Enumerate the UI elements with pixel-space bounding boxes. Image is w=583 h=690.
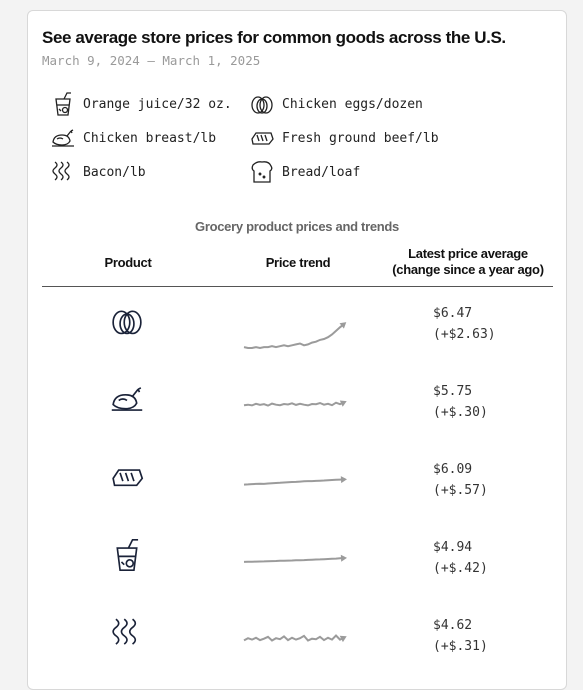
sparkline-bacon: [243, 634, 347, 643]
trend-arrow: [339, 400, 347, 407]
trend-line: [243, 323, 345, 350]
trend-line: [243, 634, 345, 642]
legend-label: Orange juice/32 oz.: [83, 96, 232, 112]
price-cell-eggs: $6.47 (+$2.63): [433, 303, 496, 345]
row-icon-eggs: [109, 303, 145, 339]
col-head-latest-line2: (change since a year ago): [392, 262, 544, 277]
sparkline-juice: [243, 554, 347, 563]
eggs-icon: [112, 310, 142, 335]
sparkline-beef: [243, 476, 347, 486]
bacon-icon: [52, 161, 70, 181]
legend: Orange juice/32 oz. Chicken eggs/dozen C…: [28, 11, 566, 211]
trend-line: [243, 401, 345, 407]
beef-icon: [251, 132, 274, 145]
bacon-icon: [112, 618, 137, 645]
legend-item-chicken: Chicken breast/lb: [50, 125, 216, 151]
eggs-icon: [251, 96, 273, 114]
price-latest: $4.94: [433, 540, 473, 555]
price-latest: $5.75: [433, 384, 473, 399]
price-change: (+$.31): [433, 639, 488, 654]
page-title: See average store prices for common good…: [42, 28, 506, 47]
date-range: March 9, 2024 – March 1, 2025: [42, 53, 261, 68]
price-latest: $4.62: [433, 618, 473, 633]
price-cell-bacon: $4.62 (+$.31): [433, 615, 488, 657]
header-rule: [42, 286, 553, 287]
legend-item-beef: Fresh ground beef/lb: [249, 125, 439, 151]
juice-icon: [116, 538, 139, 572]
sparkline-chicken: [243, 400, 347, 407]
col-head-trend: Price trend: [265, 255, 331, 270]
col-head-product: Product: [104, 255, 152, 270]
chicken-icon: [52, 129, 74, 147]
legend-item-juice: Orange juice/32 oz.: [50, 91, 232, 117]
legend-item-bacon: Bacon/lb: [50, 159, 146, 185]
price-cell-juice: $4.94 (+$.42): [433, 537, 488, 579]
price-change: (+$2.63): [433, 327, 496, 342]
legend-item-eggs: Chicken eggs/dozen: [249, 91, 423, 117]
trend-arrow: [340, 554, 347, 562]
legend-label: Chicken breast/lb: [83, 130, 217, 146]
col-head-latest: Latest price average (change since a yea…: [386, 246, 550, 278]
legend-item-bread: Bread/loaf: [249, 159, 360, 185]
row-icon-bacon: [109, 615, 145, 651]
price-change: (+$.42): [433, 561, 488, 576]
table-title: Grocery product prices and trends: [195, 219, 399, 234]
trend-arrow: [340, 476, 347, 484]
price-cell-beef: $6.09 (+$.57): [433, 459, 488, 501]
trend-line: [243, 557, 345, 563]
row-icon-juice: [109, 537, 145, 573]
legend-label: Fresh ground beef/lb: [282, 130, 439, 146]
legend-label: Chicken eggs/dozen: [282, 96, 423, 112]
bread-icon: [251, 161, 273, 183]
chart-card: See average store prices for common good…: [27, 10, 567, 690]
row-icon-chicken: [109, 381, 145, 417]
col-head-latest-line1: Latest price average: [408, 246, 528, 261]
price-latest: $6.09: [433, 462, 473, 477]
row-icon-beef: [109, 459, 145, 495]
trend-line: [243, 478, 345, 486]
price-change: (+$.57): [433, 483, 488, 498]
chicken-icon: [111, 387, 143, 411]
trend-arrow: [339, 322, 347, 329]
price-latest: $6.47: [433, 306, 473, 321]
sparkline-eggs: [243, 322, 347, 350]
trend-arrow: [339, 635, 347, 643]
price-change: (+$.30): [433, 405, 488, 420]
price-cell-chicken: $5.75 (+$.30): [433, 381, 488, 423]
legend-label: Bacon/lb: [83, 164, 146, 180]
beef-icon: [112, 469, 144, 487]
legend-label: Bread/loaf: [282, 164, 361, 180]
juice-icon: [55, 92, 71, 116]
